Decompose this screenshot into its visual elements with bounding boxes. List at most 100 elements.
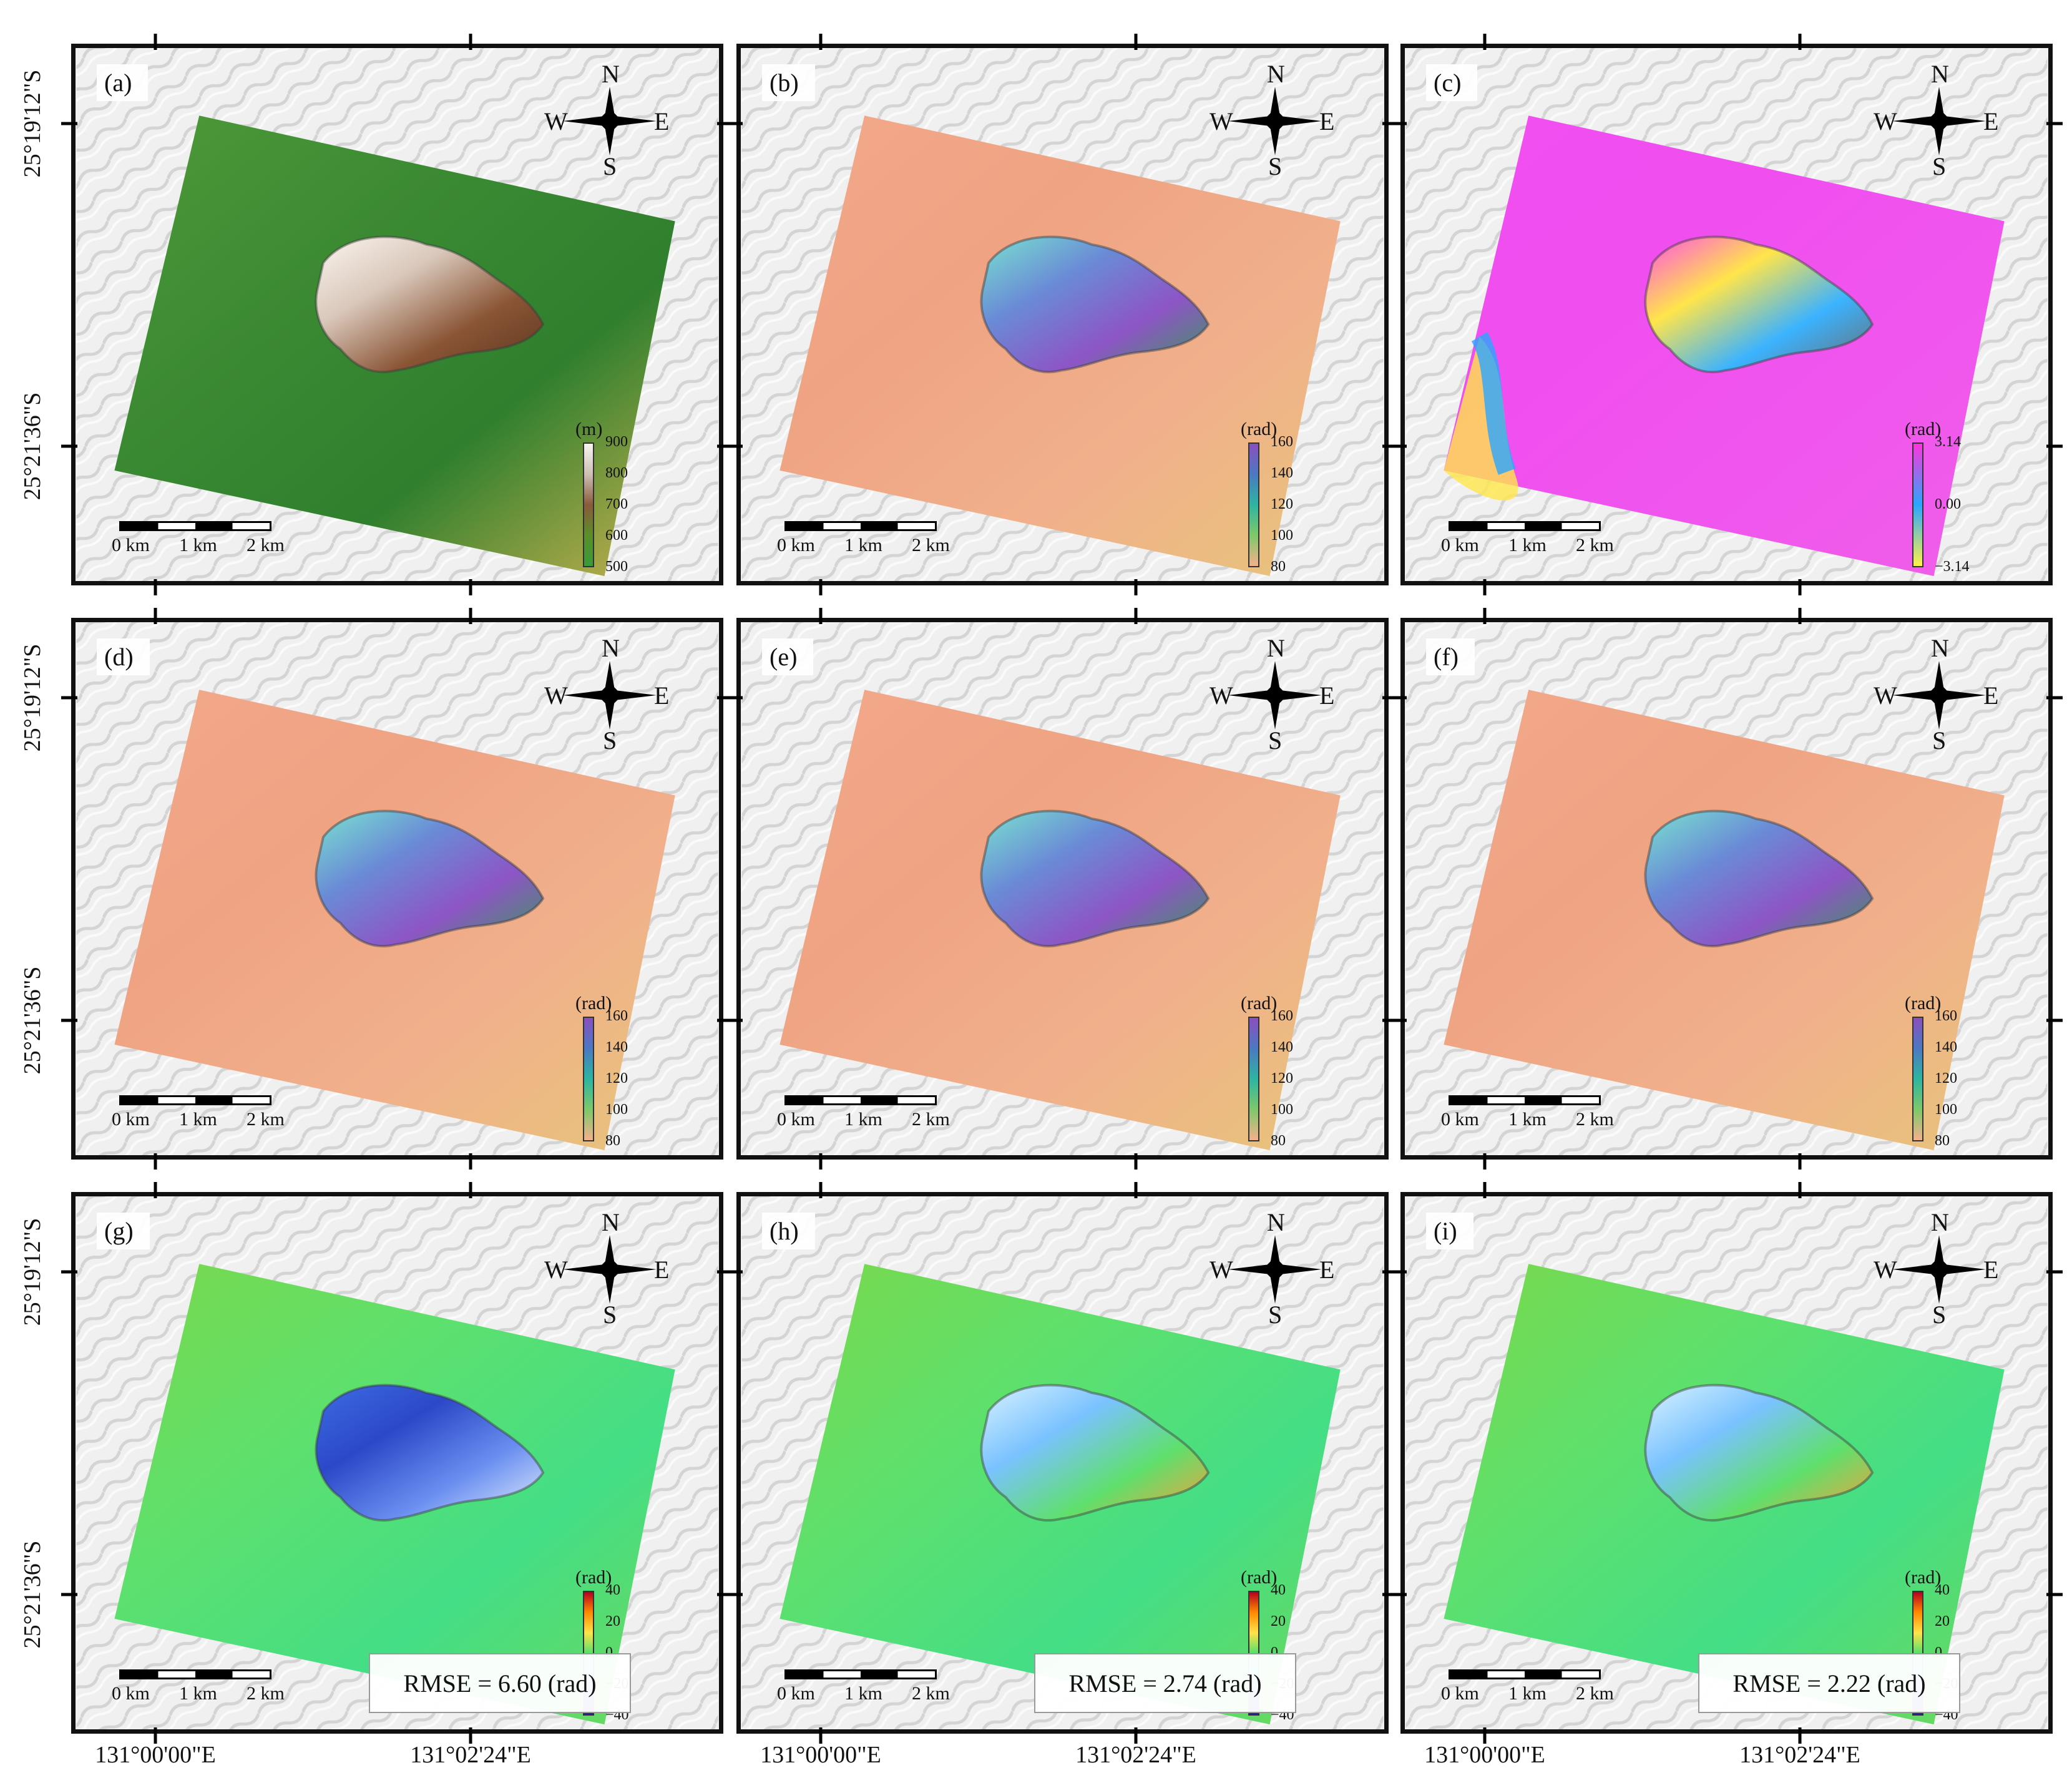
- colorbar-tick: 120: [605, 1070, 628, 1087]
- panel-label: (f): [1426, 638, 1475, 675]
- colorbar-tick: 20: [605, 1613, 620, 1629]
- map-image: [741, 48, 1384, 581]
- colorbar-unit: (rad): [1905, 419, 1942, 439]
- north-arrow: N S W E: [1874, 59, 2005, 184]
- compass-e-label: E: [654, 1256, 670, 1284]
- colorbar-tick: 120: [1935, 1070, 1957, 1087]
- colorbar-tick: 0.00: [1935, 496, 1961, 512]
- compass-rose-icon: [1892, 1235, 1986, 1304]
- compass-w-label: W: [1209, 1256, 1233, 1284]
- island-feature: [980, 235, 1210, 374]
- map-panel-b: (b) N S W E 0 km 1 km 2 km (rad) 160 140 120 100 80: [736, 44, 1389, 585]
- compass-w-label: W: [1874, 1256, 1897, 1284]
- compass-e-label: E: [1983, 1256, 1999, 1284]
- island-feature: [315, 1384, 545, 1522]
- compass-w-label: W: [1209, 681, 1233, 710]
- colorbar: (rad) 3.14 0.00 −3.14: [1905, 419, 2001, 575]
- scale-label: 2 km: [247, 535, 285, 555]
- compass-n-label: N: [602, 1208, 620, 1236]
- compass-s-label: S: [1268, 726, 1283, 755]
- colorbar-tick: 160: [1271, 434, 1293, 450]
- scale-label: 1 km: [844, 1109, 882, 1130]
- compass-e-label: E: [1983, 681, 1999, 710]
- scale-bar-graphic: [119, 521, 271, 531]
- scale-label: 2 km: [247, 1683, 285, 1704]
- map-image: [741, 622, 1384, 1155]
- latitude-label: 25°19'12"S: [19, 643, 46, 752]
- colorbar-gradient: [1248, 1017, 1259, 1141]
- map-panel-a: (a) N S W E 0 km 1 km 2 km (m) 900 800 700 600 500: [71, 44, 723, 585]
- compass-s-label: S: [603, 1301, 617, 1329]
- compass-e-label: E: [654, 107, 670, 135]
- scale-label: 1 km: [844, 1683, 882, 1704]
- scale-label: 2 km: [1576, 1683, 1614, 1704]
- compass-w-label: W: [544, 107, 568, 135]
- north-arrow: N S W E: [544, 633, 675, 758]
- compass-rose-icon: [1228, 1235, 1322, 1304]
- compass-n-label: N: [1267, 1208, 1285, 1236]
- scale-bar-graphic: [1449, 521, 1601, 531]
- colorbar-tick: 140: [605, 1039, 628, 1055]
- island-feature: [315, 235, 545, 374]
- colorbar-tick: 160: [1271, 1008, 1293, 1024]
- compass-n-label: N: [1267, 634, 1285, 662]
- compass-s-label: S: [1268, 152, 1283, 180]
- compass-n-label: N: [602, 60, 620, 88]
- colorbar: (rad) 160 140 120 100 80: [1905, 993, 2001, 1149]
- scale-label: 0 km: [1441, 535, 1479, 555]
- colorbar-gradient: [583, 442, 594, 567]
- colorbar-tick: −3.14: [1935, 559, 1970, 575]
- colorbar-tick: 120: [1271, 1070, 1293, 1087]
- rmse-box: RMSE = 6.60 (rad): [369, 1653, 631, 1713]
- panel-label: (c): [1426, 64, 1478, 101]
- map-image: [1405, 622, 2048, 1155]
- scale-label: 0 km: [1441, 1109, 1479, 1130]
- colorbar-tick: 140: [1271, 465, 1293, 481]
- colorbar-gradient: [1248, 442, 1259, 567]
- colorbar-tick: 600: [605, 527, 628, 544]
- compass-s-label: S: [1932, 1301, 1947, 1329]
- scale-label: 1 km: [1508, 1683, 1547, 1704]
- compass-w-label: W: [544, 681, 568, 710]
- colorbar-tick: 100: [1271, 527, 1293, 544]
- compass-w-label: W: [544, 1256, 568, 1284]
- scale-bar-graphic: [119, 1095, 271, 1105]
- scale-label: 1 km: [1508, 1109, 1547, 1130]
- panel-label: (i): [1426, 1213, 1473, 1249]
- scale-label: 0 km: [112, 1109, 150, 1130]
- map-image: [1405, 1196, 2048, 1729]
- compass-rose-icon: [563, 661, 657, 730]
- scale-label: 2 km: [1576, 535, 1614, 555]
- latitude-label: 25°21'36"S: [19, 966, 46, 1075]
- compass-w-label: W: [1874, 107, 1897, 135]
- scale-label: 1 km: [179, 535, 217, 555]
- scale-label: 1 km: [179, 1109, 217, 1130]
- compass-w-label: W: [1209, 107, 1233, 135]
- colorbar: (rad) 160 140 120 100 80: [575, 993, 672, 1149]
- scale-bar-graphic: [1449, 1669, 1601, 1679]
- scale-bar-graphic: [1449, 1095, 1601, 1105]
- colorbar-tick: 140: [1271, 1039, 1293, 1055]
- colorbar-tick: 20: [1271, 1613, 1286, 1629]
- scale-bar: 0 km 1 km 2 km: [777, 1090, 990, 1134]
- north-arrow: N S W E: [1874, 633, 2005, 758]
- colorbar-unit: (rad): [1241, 993, 1278, 1014]
- panel-label: (b): [762, 64, 815, 101]
- scale-label: 0 km: [777, 1683, 815, 1704]
- scale-label: 2 km: [1576, 1109, 1614, 1130]
- colorbar-tick: 40: [1935, 1582, 1950, 1598]
- compass-s-label: S: [603, 726, 617, 755]
- island-feature: [980, 1384, 1210, 1522]
- compass-e-label: E: [1319, 1256, 1335, 1284]
- compass-n-label: N: [602, 634, 620, 662]
- compass-rose-icon: [1892, 87, 1986, 155]
- scale-label: 0 km: [1441, 1683, 1479, 1704]
- longitude-label: 131°02'24"E: [1739, 1742, 1860, 1768]
- map-panel-c: (c) N S W E 0 km 1 km 2 km (rad) 3.14 0.00 −3.14: [1400, 44, 2053, 585]
- latitude-label: 25°21'36"S: [19, 1540, 46, 1649]
- colorbar-tick: 3.14: [1935, 434, 1961, 450]
- colorbar-unit: (rad): [1905, 1567, 1942, 1588]
- scale-bar-graphic: [784, 1669, 937, 1679]
- compass-rose-icon: [563, 87, 657, 155]
